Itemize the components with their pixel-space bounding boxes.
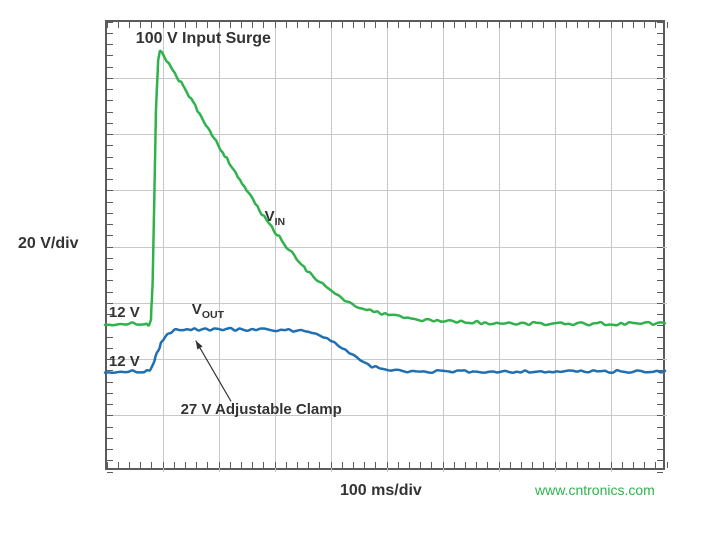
vout-baseline-label: 12 V xyxy=(109,353,140,370)
vin-trace xyxy=(105,51,665,326)
clamp-arrow-head xyxy=(196,341,203,350)
y-axis-label: 20 V/div xyxy=(18,235,78,253)
clamp-label: 27 V Adjustable Clamp xyxy=(181,401,342,418)
vin-baseline-label: 12 V xyxy=(109,304,140,321)
vout-label-text: V xyxy=(192,301,202,318)
watermark: www.cntronics.com xyxy=(535,482,655,498)
vout-sub: OUT xyxy=(202,309,224,321)
surge-title: 100 V Input Surge xyxy=(136,30,271,48)
vout-trace xyxy=(105,328,665,373)
vin-label: VIN xyxy=(265,208,286,228)
clamp-arrow xyxy=(196,341,231,402)
vin-label-text: V xyxy=(265,208,275,225)
vin-sub: IN xyxy=(275,216,286,228)
x-axis-label: 100 ms/div xyxy=(340,482,422,500)
vout-label: VOUT xyxy=(192,301,224,321)
trace-layer xyxy=(0,0,709,534)
chart-container: 20 V/div 100 ms/div 100 V Input Surge VI… xyxy=(0,0,709,534)
